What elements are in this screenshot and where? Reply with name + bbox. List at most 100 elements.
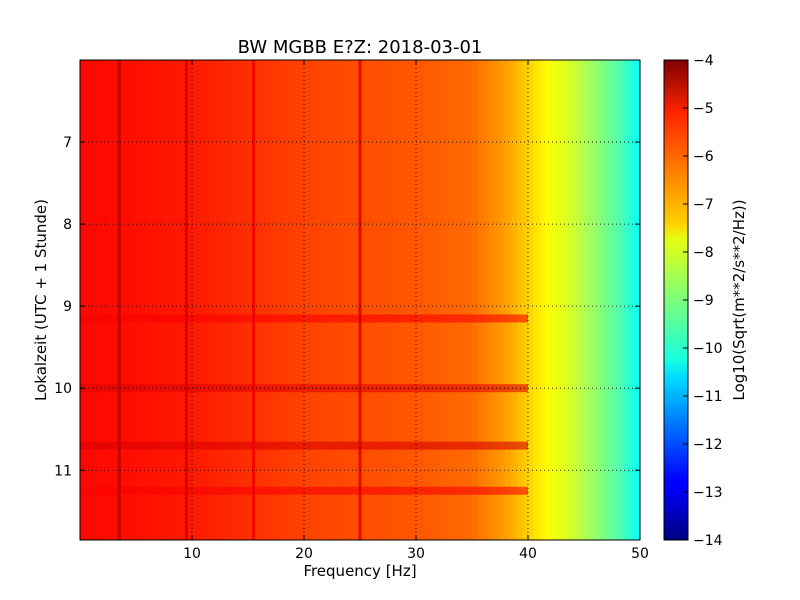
- y-tick-label: 8: [63, 217, 72, 233]
- heatmap-column: [192, 60, 199, 540]
- heatmap-column: [242, 60, 249, 540]
- heatmap-column: [444, 60, 451, 540]
- heatmap-column: [147, 60, 154, 540]
- x-axis-ticks: 10 20 30 40 50: [183, 60, 649, 562]
- heatmap-column: [186, 60, 193, 540]
- heatmap-column: [483, 60, 490, 540]
- plot-area: 10 20 30 40 50 7 8 9 10 11: [54, 59, 649, 562]
- x-tick-label: 40: [519, 546, 537, 562]
- heatmap-column: [108, 60, 115, 540]
- heatmap-column: [600, 60, 607, 540]
- heatmap-column: [315, 60, 322, 540]
- heatmap-column: [460, 60, 467, 540]
- heatmap-column: [259, 60, 266, 540]
- heatmap-column: [511, 60, 518, 540]
- heatmap-column: [119, 60, 126, 540]
- heatmap-column: [175, 60, 182, 540]
- x-tick-label: 20: [295, 546, 313, 562]
- heatmap-column: [152, 60, 159, 540]
- heatmap-column: [96, 60, 103, 540]
- heatmap-column: [432, 60, 439, 540]
- heatmap-column: [416, 60, 423, 540]
- heatmap-column: [309, 60, 316, 540]
- grid-lines: [80, 60, 641, 540]
- y-tick-label: 9: [63, 299, 72, 315]
- heatmap-column: [248, 60, 255, 540]
- heatmap-line: [117, 60, 121, 540]
- heatmap-column: [376, 60, 383, 540]
- heatmap-column: [298, 60, 305, 540]
- heatmap-column: [214, 60, 221, 540]
- heatmap-column: [522, 60, 529, 540]
- heatmap-column: [466, 60, 473, 540]
- heatmap-column: [612, 60, 619, 540]
- heatmap-band: [80, 486, 528, 495]
- heatmap-band: [80, 441, 528, 450]
- heatmap-column: [516, 60, 523, 540]
- heatmap-column: [421, 60, 428, 540]
- y-tick-label: 11: [54, 463, 72, 479]
- colorbar-tick-label: −6: [693, 149, 714, 165]
- heatmap-column: [578, 60, 585, 540]
- heatmap-column: [634, 60, 641, 540]
- chart-title: BW MGBB E?Z: 2018-03-01: [238, 37, 483, 58]
- heatmap-column: [533, 60, 540, 540]
- heatmap-column: [550, 60, 557, 540]
- heatmap-column: [332, 60, 339, 540]
- heatmap-column: [164, 60, 171, 540]
- heatmap-column: [427, 60, 434, 540]
- heatmap-column: [264, 60, 271, 540]
- heatmap-column: [130, 60, 137, 540]
- heatmap-column: [449, 60, 456, 540]
- heatmap-column: [584, 60, 591, 540]
- colorbar-tick-label: −9: [693, 293, 714, 309]
- heatmap-column: [393, 60, 400, 540]
- x-tick-label: 30: [407, 546, 425, 562]
- x-axis-label: Frequency [Hz]: [303, 562, 416, 580]
- heatmap-column: [382, 60, 389, 540]
- heatmap-column: [102, 60, 109, 540]
- heatmap-column: [281, 60, 288, 540]
- heatmap-lines: [117, 60, 362, 540]
- heatmap-column: [404, 60, 411, 540]
- y-axis-ticks: 7 8 9 10 11: [54, 135, 640, 479]
- heatmap-column: [85, 60, 92, 540]
- heatmap-column: [225, 60, 232, 540]
- colorbar-tick-label: −11: [693, 389, 723, 405]
- heatmap-column: [388, 60, 395, 540]
- colorbar-label: Log10(Sqrt(m**2/s**2/Hz)): [730, 199, 748, 400]
- heatmap-column: [438, 60, 445, 540]
- heatmap-column: [304, 60, 311, 540]
- heatmap-band: [80, 314, 528, 323]
- plot-frame: [79, 59, 641, 541]
- heatmap-column: [208, 60, 215, 540]
- heatmap-column: [371, 60, 378, 540]
- heatmap-column: [253, 60, 260, 540]
- heatmap-column: [203, 60, 210, 540]
- colorbar-tick-label: −8: [693, 245, 714, 261]
- heatmap-column: [595, 60, 602, 540]
- colorbar: −4 −5 −6 −7 −8 −9 −10 −11 −12 −13 −14 Log10(Sqrt(m…: [663, 53, 748, 549]
- heatmap-column: [231, 60, 238, 540]
- y-axis-label: Lokalzeit (UTC + 1 Stunde): [32, 199, 50, 401]
- heatmap-column: [354, 60, 361, 540]
- heatmap-column: [455, 60, 462, 540]
- heatmap-column: [539, 60, 546, 540]
- heatmap-line: [184, 60, 188, 540]
- heatmap-column: [544, 60, 551, 540]
- heatmap-column: [500, 60, 507, 540]
- y-tick-label: 7: [63, 135, 72, 151]
- heatmap-column: [136, 60, 143, 540]
- heatmap-column: [197, 60, 204, 540]
- heatmap-column: [617, 60, 624, 540]
- colorbar-tick-label: −13: [693, 485, 723, 501]
- heatmap-column: [292, 60, 299, 540]
- colorbar-tick-label: −10: [693, 341, 723, 357]
- colorbar-tick-label: −14: [693, 533, 723, 549]
- heatmap-column: [343, 60, 350, 540]
- colorbar-tick-label: −4: [693, 53, 714, 69]
- y-tick-label: 10: [54, 381, 72, 397]
- heatmap-column: [348, 60, 355, 540]
- heatmap-column: [220, 60, 227, 540]
